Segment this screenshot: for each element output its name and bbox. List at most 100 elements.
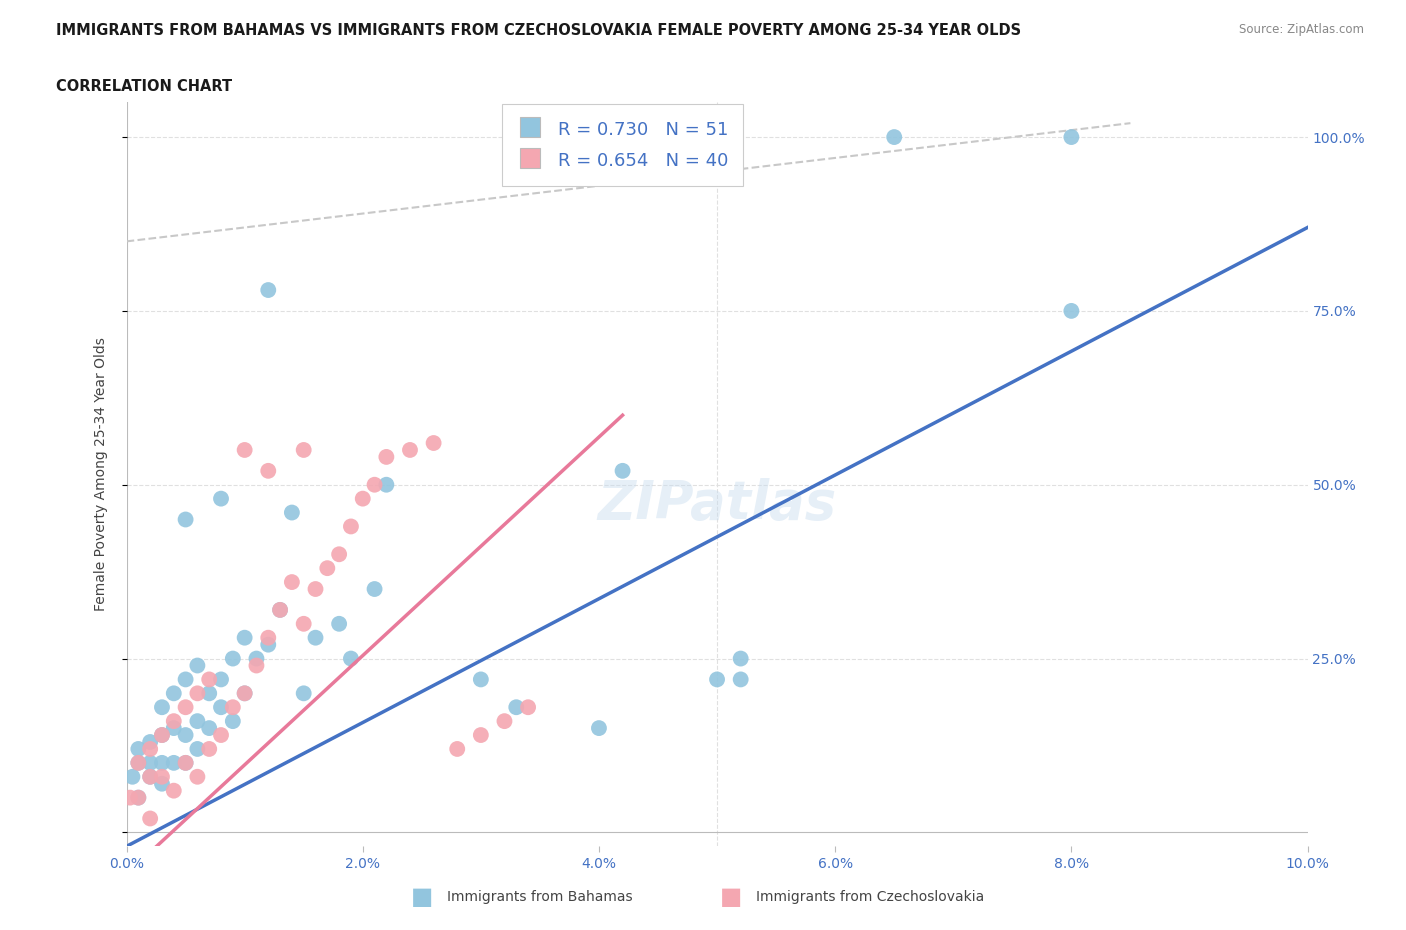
Point [233,443,256,458]
Point [706,672,728,687]
Text: ■: ■ [411,885,433,910]
Point [163,686,186,701]
Point [363,581,385,596]
Point [222,651,245,666]
Point [494,713,516,728]
Point [612,463,634,478]
Point [163,755,186,770]
Point [163,721,186,736]
Text: Immigrants from Czechoslovakia: Immigrants from Czechoslovakia [756,890,984,905]
Point [363,477,385,492]
Point [399,443,422,458]
Point [186,741,208,756]
Point [328,617,350,631]
Point [257,463,280,478]
Point [257,631,280,645]
Point [174,699,197,714]
Point [163,783,186,798]
Point [233,686,256,701]
Point [269,603,291,618]
Point [150,755,173,770]
Point [150,769,173,784]
Point [127,790,149,805]
Point [233,686,256,701]
Point [340,651,363,666]
Point [328,547,350,562]
Point [150,727,173,742]
Point [139,769,162,784]
Point [139,741,162,756]
Point [257,283,280,298]
Point [281,505,304,520]
Point [198,672,221,687]
Point [730,672,752,687]
Point [292,443,315,458]
Point [588,721,610,736]
Point [269,603,291,618]
Text: Source: ZipAtlas.com: Source: ZipAtlas.com [1239,23,1364,36]
Point [209,491,232,506]
Point [730,651,752,666]
Text: ZIPatlas: ZIPatlas [598,478,837,530]
Point [198,741,221,756]
Point [198,721,221,736]
Text: CORRELATION CHART: CORRELATION CHART [56,79,232,94]
Point [186,769,208,784]
Point [174,755,197,770]
Point [209,727,232,742]
Text: Immigrants from Bahamas: Immigrants from Bahamas [447,890,633,905]
Point [174,755,197,770]
Point [470,727,492,742]
Point [186,686,208,701]
Point [233,631,256,645]
Point [375,477,398,492]
Point [127,755,149,770]
Point [340,519,363,534]
Y-axis label: Female Poverty Among 25-34 Year Olds: Female Poverty Among 25-34 Year Olds [94,338,108,611]
Point [186,658,208,673]
Point [517,699,540,714]
Point [186,713,208,728]
Legend: R = 0.730   N = 51, R = 0.654   N = 40: R = 0.730 N = 51, R = 0.654 N = 40 [502,104,742,186]
Point [174,512,197,527]
Point [292,617,315,631]
Point [222,699,245,714]
Point [174,672,197,687]
Point [121,769,143,784]
Point [352,491,374,506]
Point [245,658,267,673]
Point [209,699,232,714]
Point [174,727,197,742]
Point [198,686,221,701]
Point [505,699,527,714]
Point [139,769,162,784]
Point [304,631,326,645]
Point [150,699,173,714]
Point [150,777,173,791]
Point [127,755,149,770]
Point [139,735,162,750]
Point [120,790,142,805]
Point [1060,303,1083,318]
Point [883,129,905,144]
Point [470,672,492,687]
Point [245,651,267,666]
Point [209,672,232,687]
Point [304,581,326,596]
Point [139,811,162,826]
Point [127,741,149,756]
Point [1060,129,1083,144]
Point [257,637,280,652]
Point [292,686,315,701]
Point [316,561,339,576]
Point [446,741,468,756]
Point [281,575,304,590]
Point [163,713,186,728]
Point [139,755,162,770]
Point [127,790,149,805]
Text: ■: ■ [720,885,742,910]
Point [150,727,173,742]
Text: IMMIGRANTS FROM BAHAMAS VS IMMIGRANTS FROM CZECHOSLOVAKIA FEMALE POVERTY AMONG 2: IMMIGRANTS FROM BAHAMAS VS IMMIGRANTS FR… [56,23,1021,38]
Point [375,449,398,464]
Point [422,435,444,450]
